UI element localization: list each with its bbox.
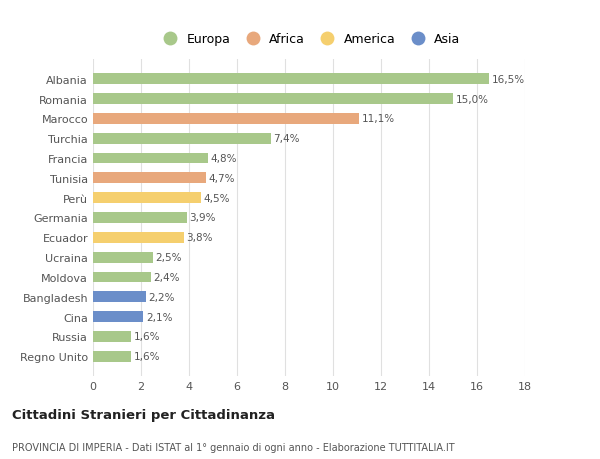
Text: 4,8%: 4,8% [211, 154, 237, 164]
Bar [93, 272, 151, 283]
Text: 7,4%: 7,4% [273, 134, 299, 144]
Text: 4,5%: 4,5% [203, 193, 230, 203]
Bar [93, 94, 453, 105]
Bar [93, 193, 201, 204]
Bar [93, 74, 489, 85]
Text: 2,1%: 2,1% [146, 312, 172, 322]
Bar [93, 312, 143, 322]
Text: 1,6%: 1,6% [134, 332, 160, 342]
Bar [93, 232, 184, 243]
Text: 2,2%: 2,2% [148, 292, 175, 302]
Bar [93, 351, 131, 362]
Text: Cittadini Stranieri per Cittadinanza: Cittadini Stranieri per Cittadinanza [12, 408, 275, 421]
Text: 2,4%: 2,4% [153, 272, 179, 282]
Bar [93, 213, 187, 224]
Bar [93, 331, 131, 342]
Bar [93, 153, 208, 164]
Bar [93, 252, 153, 263]
Text: 4,7%: 4,7% [208, 174, 235, 184]
Text: PROVINCIA DI IMPERIA - Dati ISTAT al 1° gennaio di ogni anno - Elaborazione TUTT: PROVINCIA DI IMPERIA - Dati ISTAT al 1° … [12, 442, 455, 452]
Bar [93, 114, 359, 124]
Text: 3,9%: 3,9% [189, 213, 215, 223]
Text: 3,8%: 3,8% [187, 233, 213, 243]
Bar [93, 134, 271, 144]
Text: 2,5%: 2,5% [155, 252, 182, 263]
Text: 1,6%: 1,6% [134, 352, 160, 362]
Text: 11,1%: 11,1% [362, 114, 395, 124]
Text: 16,5%: 16,5% [491, 74, 524, 84]
Text: 15,0%: 15,0% [455, 94, 488, 104]
Legend: Europa, Africa, America, Asia: Europa, Africa, America, Asia [152, 28, 466, 51]
Bar [93, 292, 146, 302]
Bar [93, 173, 206, 184]
